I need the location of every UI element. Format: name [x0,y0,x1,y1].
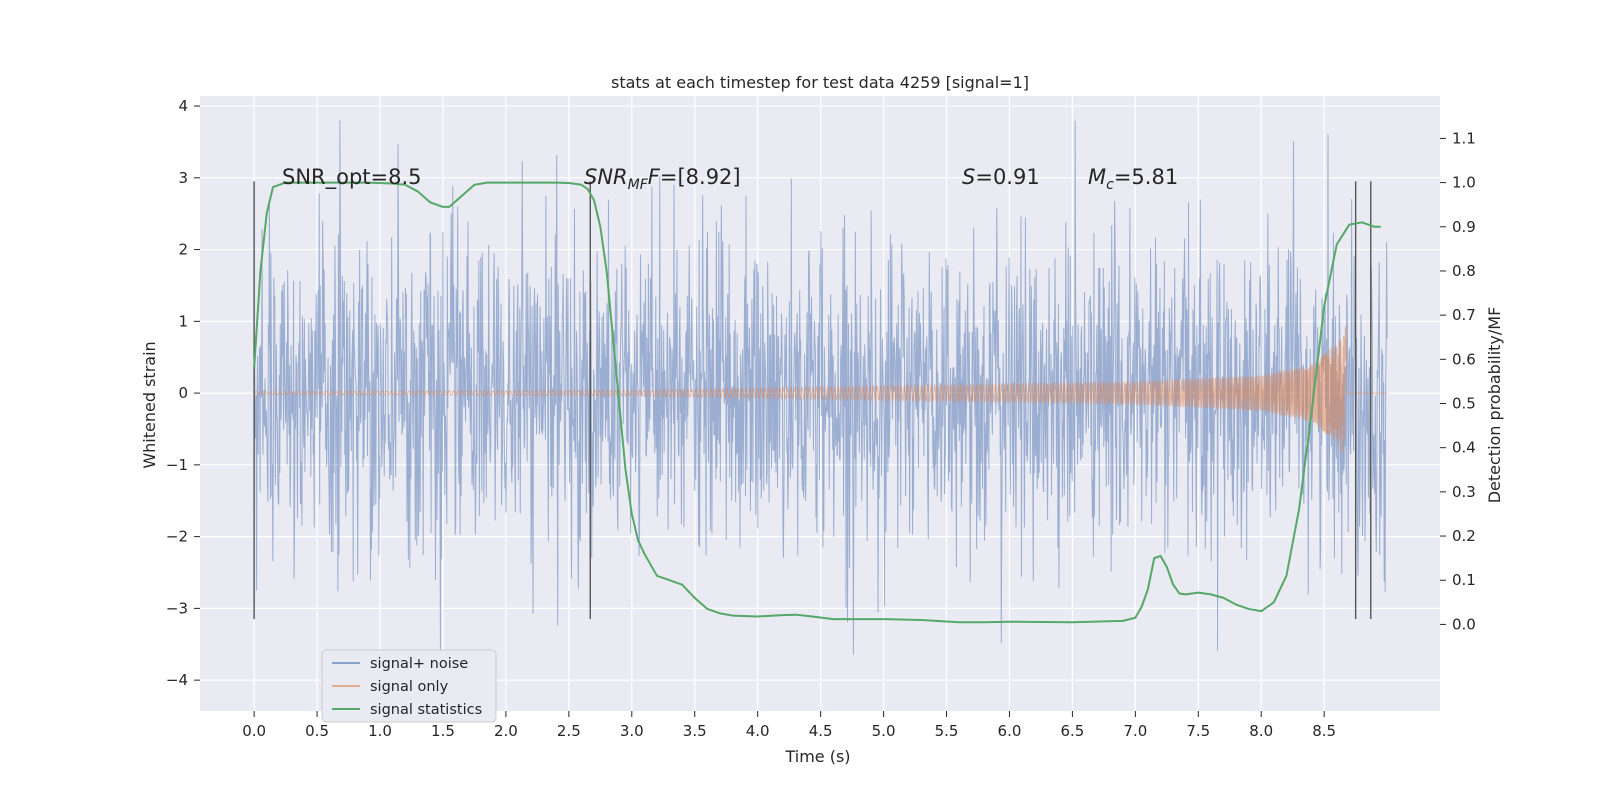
x-tick-label: 6.5 [1060,722,1084,740]
y2-tick-label: 0.8 [1452,262,1476,280]
y2-tick-label: 0.3 [1452,483,1476,501]
y2-tick-label: 0.5 [1452,395,1476,413]
x-tick-label: 3.0 [620,722,644,740]
x-tick-label: 4.5 [809,722,833,740]
annotation-s-value: =0.91 [975,165,1039,189]
y-tick-label: 2 [178,241,188,259]
y2-tick-label: 0.1 [1452,571,1476,589]
y-tick-label: 4 [178,97,188,115]
y2-tick-label: 0.7 [1452,306,1476,324]
signal-only-line [253,325,1388,454]
axes: 0.0 0.5 1.0 1.5 2.0 2.5 3.0 3.5 4.0 4.5 5.0 5.5 6.0 6… [166,97,1476,740]
annotation-mc: Mc=5.81 [1088,165,1178,193]
annotation-snr-mf-value: =[8.92] [660,165,741,189]
y-tick-label: 0 [178,384,188,402]
x-tick-label: 7.0 [1123,722,1147,740]
chart-title: stats at each timestep for test data 425… [611,73,1029,92]
annotation-snr-mf: SNRMFF=[8.92] [584,165,741,193]
annotation-mc-sub: c [1106,177,1114,193]
y2-tick-label: 0.2 [1452,527,1476,545]
y-tick-label: −3 [166,599,188,617]
annotation-snr-mf-sub: MF [628,177,649,193]
y-tick-label: −1 [166,456,188,474]
x-tick-label: 5.0 [872,722,896,740]
y-tick-label: 3 [178,169,188,187]
y-tick-label: −4 [166,671,188,689]
x-tick-label: 7.5 [1186,722,1210,740]
signal-noise-line [253,120,1388,655]
legend-label-signal-noise: signal+ noise [370,656,468,672]
x-tick-label: 1.0 [368,722,392,740]
x-tick-label: 2.5 [557,722,581,740]
x-tick-label: 1.5 [431,722,455,740]
annotation-s: S=0.91 [962,165,1040,189]
y2-tick-label: 0.4 [1452,439,1476,457]
y-axis-label: Whitened strain [140,341,159,468]
x-axis-label: Time (s) [784,747,850,766]
annotation-snr-mf-f: F [648,165,661,189]
y2-tick-label: 0.0 [1452,615,1476,633]
x-tick-label: 0.5 [305,722,329,740]
x-tick-label: 0.0 [242,722,266,740]
y2-tick-label: 0.6 [1452,350,1476,368]
y-tick-label: 1 [178,312,188,330]
annotation-mc-value: =5.81 [1114,165,1178,189]
y2-tick-label: 1.0 [1452,174,1476,192]
y2-tick-label: 1.1 [1452,129,1476,147]
x-tick-label: 8.5 [1312,722,1336,740]
annotation-snr-mf-main: SNR [584,165,628,189]
x-tick-label: 8.0 [1249,722,1273,740]
annotation-mc-main: M [1088,165,1106,189]
legend-box [321,649,497,723]
annotation-s-main: S [962,165,975,189]
legend-label-signal-statistics: signal statistics [370,702,482,718]
plot-data [253,120,1388,655]
y2-tick-label: 0.9 [1452,218,1476,236]
x-tick-label: 3.5 [683,722,707,740]
annotation-snr-opt: SNR_opt=8.5 [282,165,422,190]
annotations: SNR_opt=8.5 SNRMFF=[8.92] S=0.91 Mc=5.81 [282,165,1178,193]
x-tick-label: 5.5 [935,722,959,740]
signal-statistics-line [253,181,1381,624]
legend-label-signal-only: signal only [370,679,449,695]
x-tick-label: 2.0 [494,722,518,740]
y2-axis-label: Detection probability/MF [1485,307,1504,504]
legend: signal+ noise signal only signal statist… [321,649,497,723]
y-tick-label: −2 [166,528,188,546]
x-tick-label: 4.0 [746,722,770,740]
x-tick-label: 6.0 [998,722,1022,740]
